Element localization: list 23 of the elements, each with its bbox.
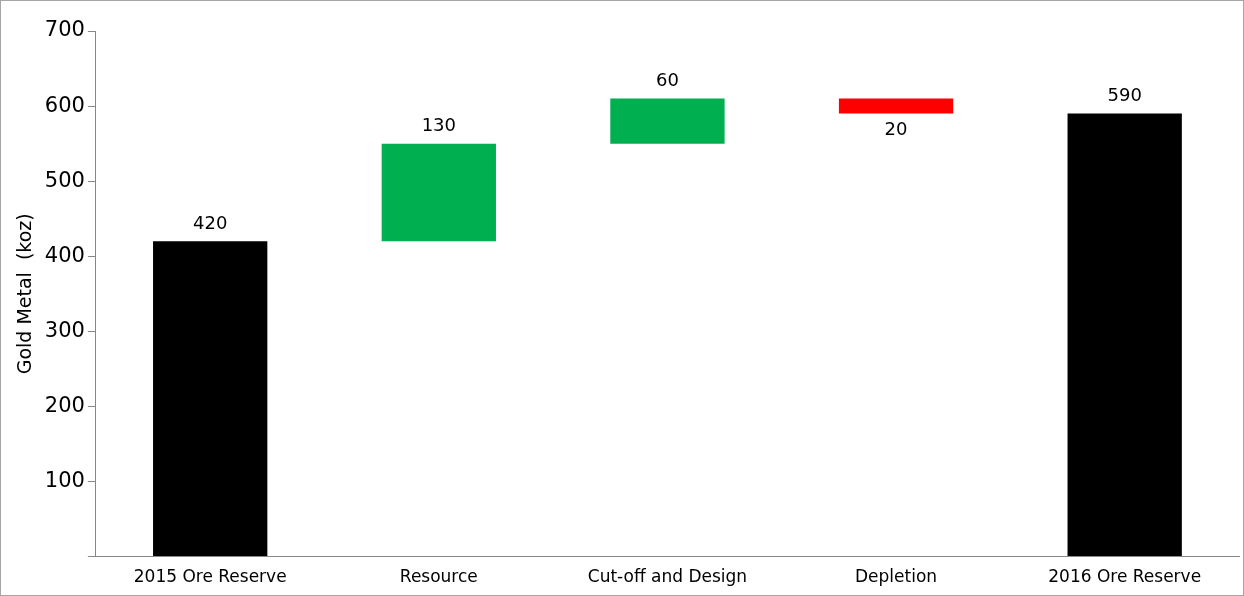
y-tick-label: 400 [44,242,85,267]
data-label: 60 [655,69,679,91]
y-tick-label: 600 [44,92,85,117]
y-tick-label: 200 [44,392,85,417]
bar [838,98,954,114]
y-tick-label: 100 [44,467,85,492]
y-axis-title: Gold Metal (koz) [13,213,36,375]
data-label: 130 [421,114,456,136]
bar [610,98,725,144]
data-label: 590 [1107,84,1142,106]
y-tick-label: 300 [44,317,85,342]
x-tick-label: Depletion [855,566,938,587]
x-tick-label: 2016 Ore Reserve [1048,566,1202,587]
x-tick-label: Resource [399,566,478,587]
bar [381,143,496,242]
bar [153,241,268,557]
bar [1067,113,1182,557]
x-tick-label: Cut-off and Design [587,566,748,587]
data-label: 20 [884,118,908,140]
data-label: 420 [193,211,228,233]
y-tick-label: 500 [44,167,85,192]
y-tick-label: 700 [44,17,85,42]
x-tick-label: 2015 Ore Reserve [133,566,287,587]
